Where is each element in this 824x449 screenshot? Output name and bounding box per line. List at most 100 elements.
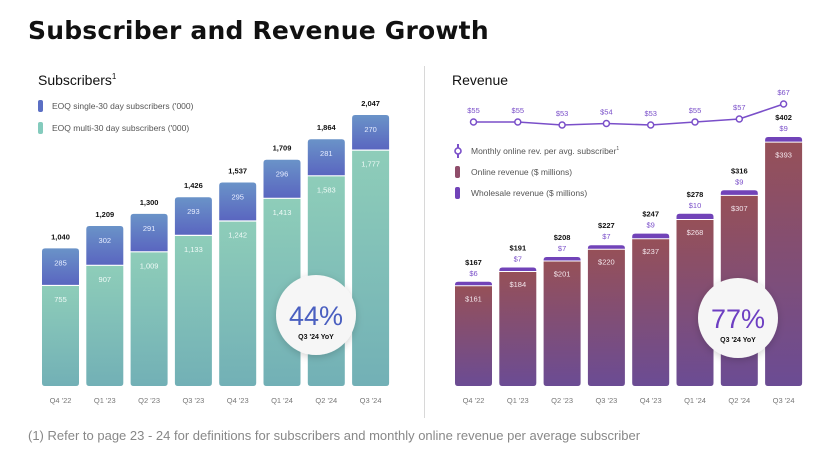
bar-label-multi: 1,413 [273,208,292,217]
yoy-badge-caption: Q3 '24 YoY [298,334,334,341]
yoy-badge-value: 77% [711,304,765,334]
line-point-label: $55 [512,106,525,115]
bar-label-single: 296 [276,170,289,179]
bar-total-label: 1,040 [51,232,70,241]
bar-segment-multi [352,150,390,386]
bar-total-label: 1,300 [140,198,159,207]
bar-segment-wholesale [765,137,803,142]
line-point [735,115,744,123]
bar-segment-wholesale [676,213,714,219]
line-point [691,118,699,126]
bar-label-wholesale: $10 [689,201,702,210]
bar-label-wholesale: $7 [602,232,610,241]
legend-swatch [455,166,460,178]
yoy-badge-value: 44% [289,301,343,331]
bar-label-single: 302 [99,236,112,245]
bar-segment-wholesale [632,233,670,239]
bar-label-wholesale: $6 [469,269,477,278]
x-tick-label: Q2 '23 [138,396,160,405]
bar-segment-multi [42,286,79,386]
bar-segment-multi [174,236,212,386]
legend-marker-icon [454,147,462,155]
bar-label-single: 295 [231,193,244,202]
bar-label-wholesale: $9 [779,124,787,133]
x-tick-label: Q4 '22 [50,396,72,405]
x-tick-label: Q1 '24 [684,396,706,405]
bar-label-online: $268 [687,228,704,237]
bar-segment-single [174,197,212,235]
line-point [469,118,478,126]
bar-segment-multi [219,221,257,386]
bar-segment-online [543,261,581,386]
line-point [558,121,566,129]
line-point-label: $55 [467,106,480,115]
bar-total-label: 1,209 [95,210,114,219]
bar-total-label: 2,047 [361,99,380,108]
bar-total-label: $167 [465,258,482,267]
line-point-label: $53 [644,109,657,118]
x-tick-label: Q3 '23 [182,396,204,405]
bar-segment-single [307,139,345,176]
line-point-label: $54 [600,108,613,117]
bar-label-wholesale: $7 [514,255,522,264]
x-tick-label: Q4 '23 [640,396,662,405]
bar-segment-single [86,225,124,265]
bar-label-single: 285 [54,258,67,267]
bar-segment-single [352,115,390,150]
bar-total-label: $208 [554,233,571,242]
bar-segment-online [632,239,670,386]
subscribers-chart: Subscribers1 EOQ single-30 day subscriber… [38,72,390,405]
bar-label-wholesale: $9 [735,177,743,186]
legend-label: EOQ multi-30 day subscribers ('000) [52,123,189,133]
bar-segment-single [219,182,257,221]
bar-label-wholesale: $9 [647,221,655,230]
yoy-badge [276,275,356,355]
legend-label: Online revenue ($ millions) [471,167,572,177]
legend-swatch [455,187,460,199]
bar-label-multi: 1,777 [361,160,380,169]
revenue-chart: Revenue Monthly online rev. per avg. subs… [452,72,803,405]
bar-label-multi: 1,583 [317,185,336,194]
bar-label-multi: 1,242 [228,231,247,240]
bar-segment-wholesale [543,257,581,261]
bar-segment-multi [130,252,168,386]
bar-segment-online [765,142,803,386]
bar-label-single: 281 [320,149,333,158]
bar-label-online: $184 [509,280,526,289]
bar-segment-single [130,213,168,252]
bar-segment-multi [86,265,124,386]
bar-segment-single [263,159,301,198]
bar-total-label: $402 [775,113,792,122]
bar-label-online: $307 [731,204,748,213]
bar-total-label: $227 [598,221,615,230]
x-tick-label: Q2 '24 [728,396,750,405]
chart-title: Subscribers1 [38,72,117,88]
x-tick-label: Q2 '24 [315,396,337,405]
line-point [602,119,611,128]
x-tick-label: Q1 '23 [507,396,529,405]
yoy-badge-caption: Q3 '24 YoY [720,337,756,344]
yoy-badge [698,278,778,358]
bar-label-wholesale: $7 [558,244,566,253]
x-tick-label: Q4 '23 [227,396,249,405]
x-tick-label: Q1 '23 [94,396,116,405]
x-tick-label: Q1 '24 [271,396,293,405]
bar-label-online: $220 [598,258,615,267]
legend-label: Monthly online rev. per avg. subscriber1 [471,146,619,156]
bar-segment-online [499,272,537,386]
bar-label-multi: 1,009 [140,261,159,270]
bar-label-online: $201 [554,270,571,279]
bar-segment-wholesale [720,190,758,195]
x-tick-label: Q3 '24 [360,396,382,405]
legend-swatch [38,100,43,112]
bar-total-label: 1,426 [184,181,203,190]
x-tick-label: Q3 '23 [595,396,617,405]
bar-segment-online [676,220,714,386]
bar-total-label: $191 [509,244,526,253]
x-tick-label: Q3 '24 [773,396,795,405]
bar-segment-wholesale [587,245,625,249]
bar-label-online: $161 [465,294,482,303]
bar-total-label: $316 [731,166,748,175]
page-title: Subscriber and Revenue Growth [28,16,489,45]
bar-label-multi: 755 [54,295,67,304]
